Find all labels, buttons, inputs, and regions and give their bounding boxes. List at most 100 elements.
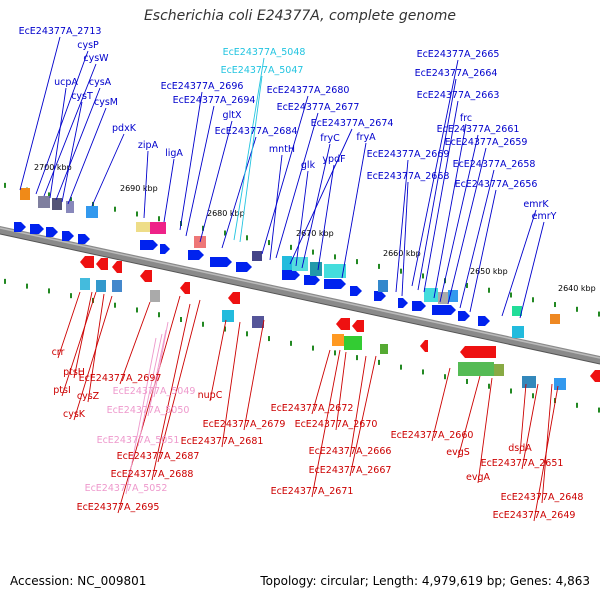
forward-gene-label: cysW (83, 53, 109, 64)
forward-gene-label: EcE24377A_2696 (161, 81, 244, 92)
reverse-gene-label: EcE24377A_2649 (493, 510, 576, 521)
label-connector (401, 181, 409, 297)
strand-dot (422, 273, 424, 279)
strand-dot (4, 182, 6, 188)
label-connector (57, 291, 81, 359)
strand-dot (4, 278, 6, 284)
gene-domain-block (550, 314, 560, 324)
strand-dot (114, 302, 116, 308)
forward-gene-arrow (350, 286, 362, 296)
forward-gene-arrow (30, 224, 44, 234)
forward-gene-arrow (78, 234, 90, 244)
forward-gene-arrow (432, 305, 456, 315)
forward-gene-label: EcE24377A_2684 (215, 126, 298, 137)
strand-dot (136, 211, 138, 217)
strand-dot (532, 297, 534, 303)
gene-domain-block (150, 290, 160, 302)
label-connector (431, 367, 451, 442)
strand-dot (466, 282, 468, 288)
reverse-gene-arrow (180, 282, 190, 294)
label-connector (459, 169, 495, 309)
label-connector (457, 375, 481, 459)
label-connector (73, 295, 113, 421)
reverse-gene-label: EcE24377A_2670 (295, 419, 378, 430)
gene-domain-block (136, 222, 150, 232)
reverse-gene-label: EcE24377A_2671 (271, 486, 354, 497)
reverse-gene-arrow (336, 318, 350, 330)
strand-dot (378, 359, 380, 365)
strand-dot (268, 240, 270, 246)
label-connector (521, 383, 539, 470)
gene-features (14, 188, 600, 390)
strand-dot (576, 306, 578, 312)
forward-gene-label: pdxK (112, 123, 137, 134)
label-connector (125, 337, 157, 495)
scale-tick-label: 2650 kbp (470, 267, 508, 276)
gene-domain-block (512, 306, 522, 316)
label-connector (349, 355, 367, 458)
label-connector (261, 95, 309, 255)
forward-gene-label: zipA (138, 140, 159, 151)
gene-domain-block (310, 262, 322, 276)
label-connector (35, 50, 89, 195)
strand-dot (202, 225, 204, 231)
scale-tick-label: 2670 kbp (296, 229, 334, 238)
forward-gene-arrow (458, 311, 470, 321)
reverse-gene-label: EcE24377A_2697 (79, 373, 162, 384)
label-connector (541, 383, 553, 504)
forward-gene-label: gltX (223, 110, 242, 121)
strand-dot (70, 197, 72, 203)
label-connector (311, 349, 341, 498)
forward-gene-arrow (140, 240, 158, 250)
strand-dot (136, 307, 138, 313)
label-connector (519, 221, 545, 319)
label-connector (311, 349, 331, 415)
reverse-gene-arrow (112, 261, 122, 273)
label-connector (153, 321, 169, 398)
forward-gene-label: EcE24377A_2665 (417, 49, 500, 60)
forward-gene-label: EcE24377A_2658 (453, 159, 536, 170)
reverse-gene-label: EcE24377A_2660 (391, 430, 474, 441)
label-connector (143, 150, 149, 219)
strand-dot (334, 350, 336, 356)
forward-gene-arrow (188, 250, 204, 260)
label-connector (163, 158, 175, 223)
gene-domain-block (150, 222, 166, 234)
forward-gene-arrow (14, 222, 26, 232)
gene-domain-block (252, 316, 264, 328)
label-connector (73, 291, 93, 379)
reverse-gene-label: EcE24377A_2679 (203, 419, 286, 430)
strand-dot (290, 340, 292, 346)
strand-dot (246, 331, 248, 337)
label-connector (239, 75, 263, 243)
reverse-gene-label: nupC (198, 390, 223, 401)
map-title: Escherichia coli E24377A, complete genom… (143, 8, 457, 24)
rna-reverse-label: EcE24377A_5051 (97, 435, 180, 446)
forward-gene-arrow (210, 257, 232, 267)
label-connector (209, 319, 227, 402)
reverse-gene-label: EcE24377A_2648 (501, 492, 584, 503)
forward-gene-label: EcE24377A_2694 (173, 95, 256, 106)
gene-domain-block (378, 280, 388, 292)
label-connector (269, 154, 283, 261)
genome-backbone (0, 226, 600, 365)
forward-gene-label: ypdF (322, 154, 345, 165)
strand-dot (356, 355, 358, 361)
accession-text: Accession: NC_009801 (10, 574, 147, 588)
rna-reverse-label: EcE24377A_5049 (113, 386, 196, 397)
label-connector (501, 209, 537, 317)
scale-tick-label: 2680 kbp (207, 209, 245, 218)
strand-dot (180, 317, 182, 322)
gene-domain-block (66, 201, 74, 213)
label-connector (341, 142, 367, 279)
strand-dot (48, 288, 50, 294)
label-connector (117, 295, 181, 514)
rna-reverse-label: EcE24377A_5050 (107, 405, 190, 416)
label-connector (243, 319, 265, 431)
reverse-gene-label: crr (52, 347, 65, 358)
gene-domain-block (438, 292, 448, 304)
strand-dot (334, 254, 336, 260)
strand-dot (422, 369, 424, 375)
gene-domain-block (458, 362, 494, 376)
strand-dot (312, 345, 314, 351)
